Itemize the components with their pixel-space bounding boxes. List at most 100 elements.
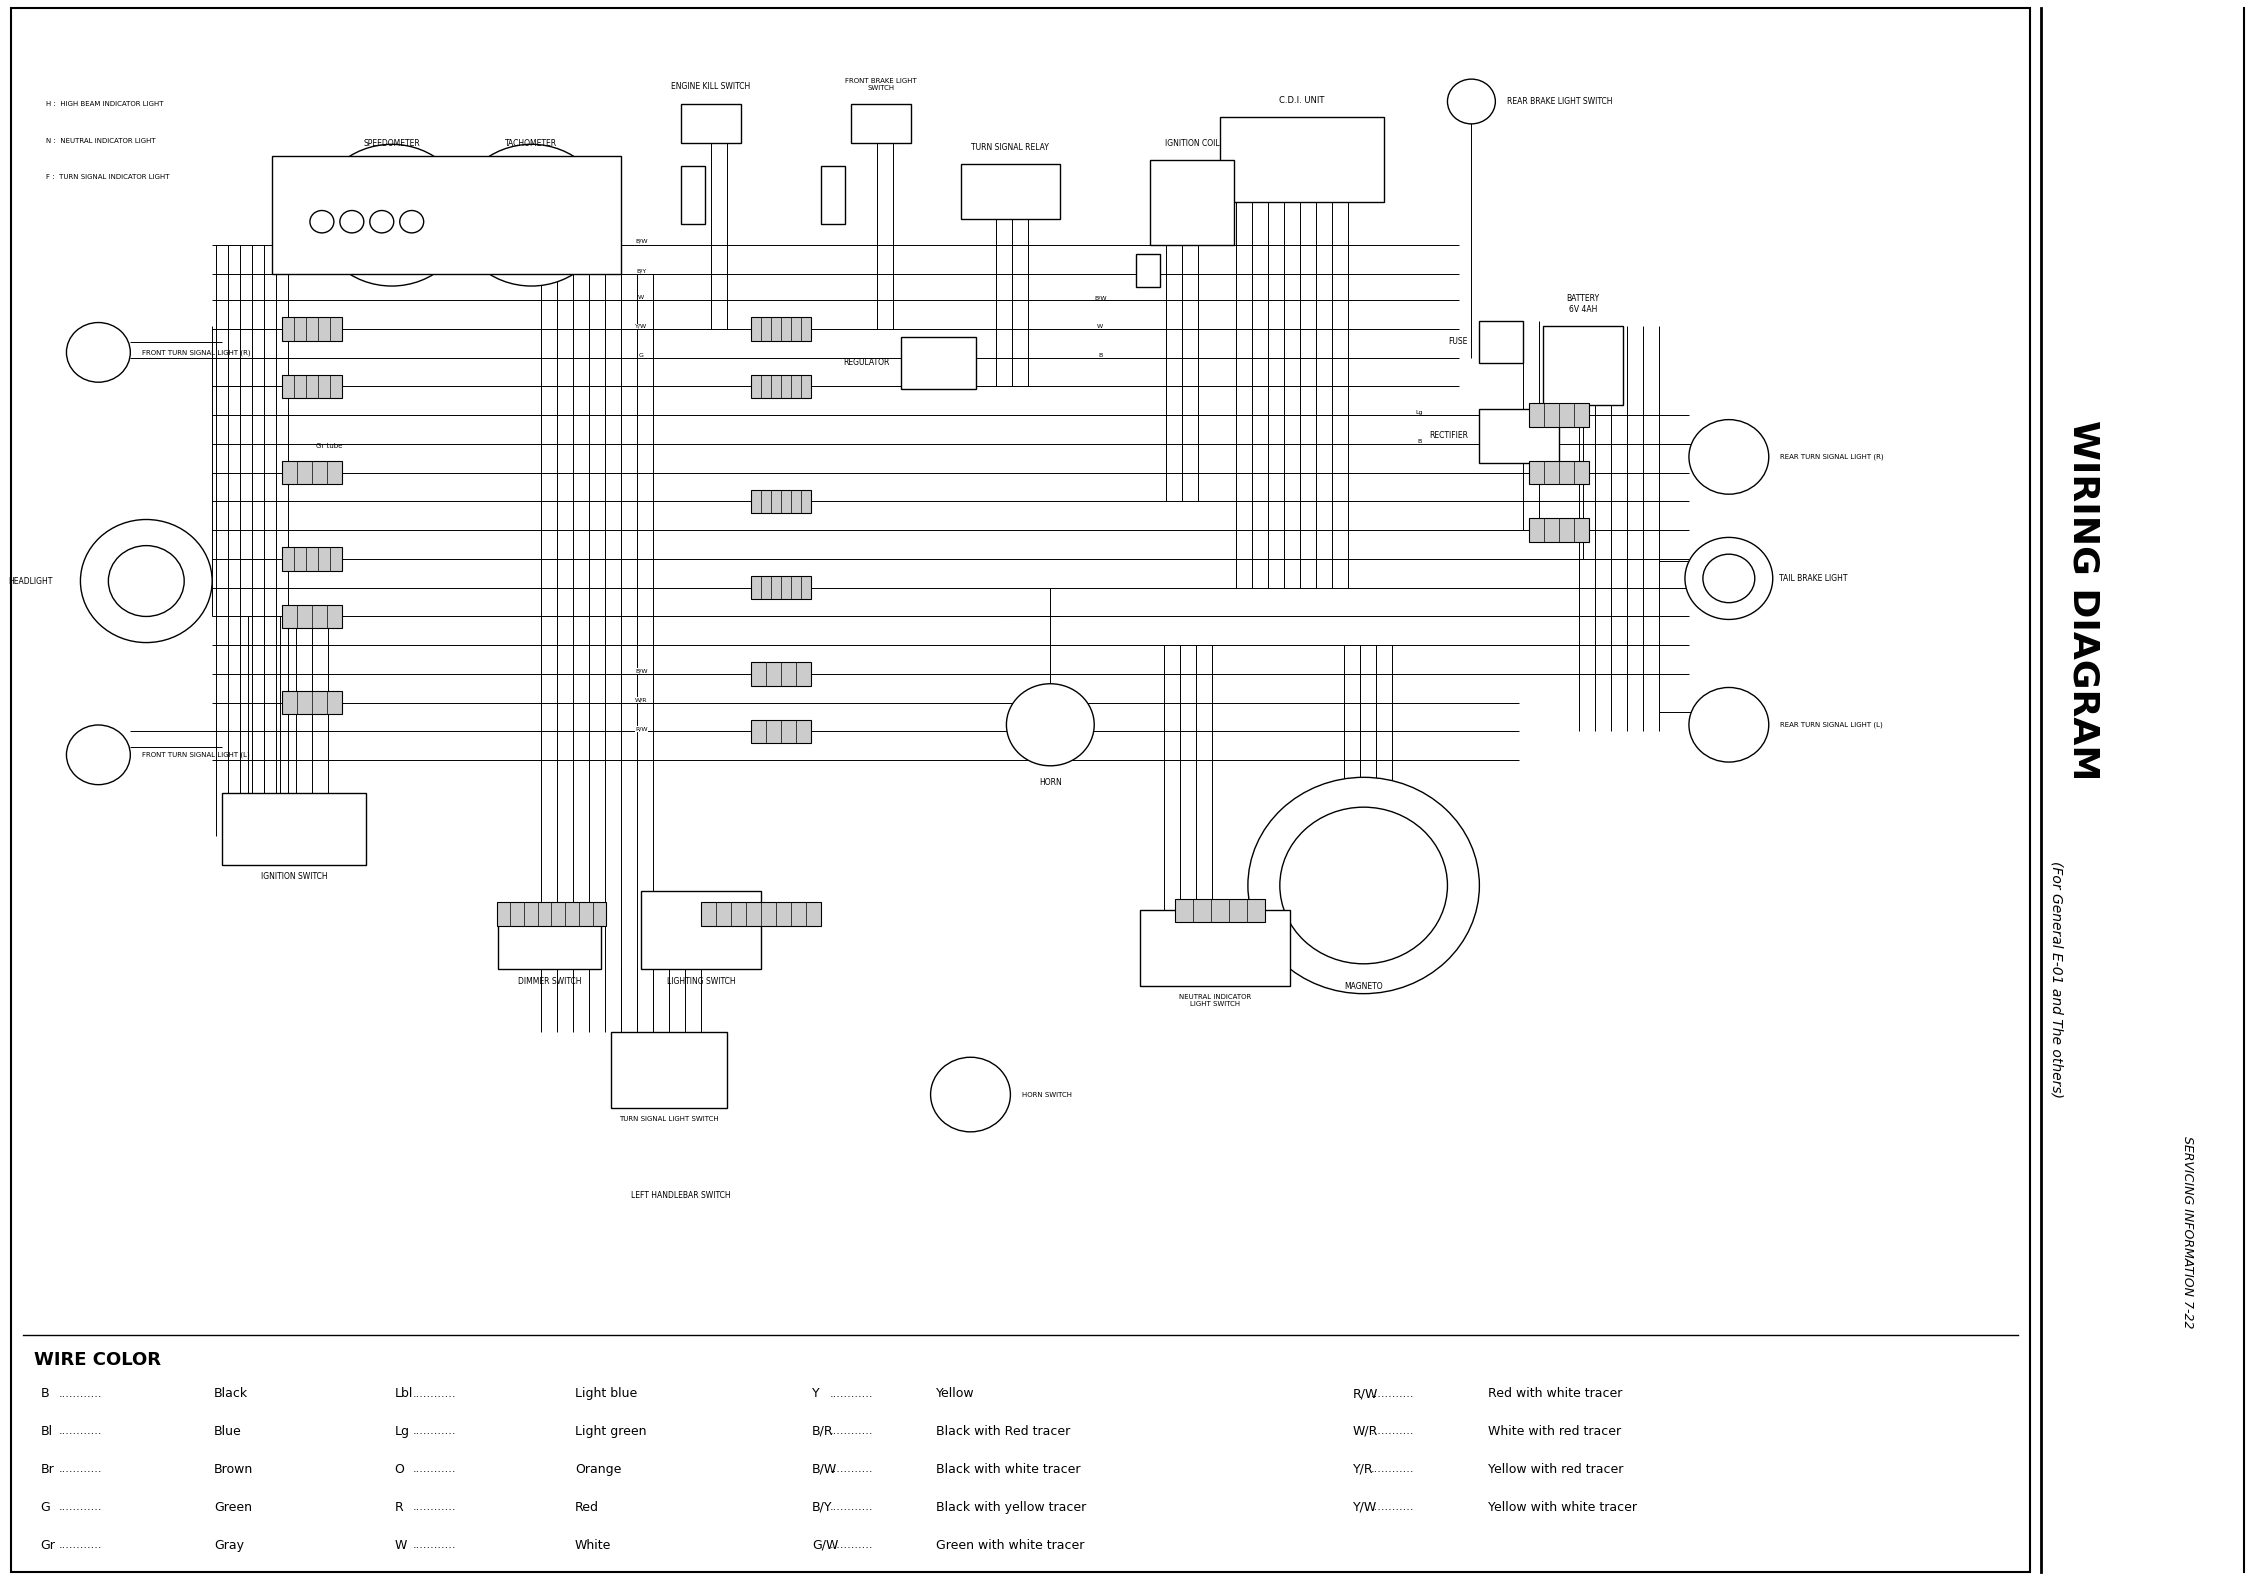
Bar xyxy=(1175,899,1265,923)
Text: ............: ............ xyxy=(830,1540,873,1550)
Text: WIRING DIAGRAM: WIRING DIAGRAM xyxy=(2066,420,2102,781)
Text: Black with white tracer: Black with white tracer xyxy=(936,1463,1080,1476)
Bar xyxy=(611,1032,726,1108)
Text: Green with white tracer: Green with white tracer xyxy=(936,1539,1085,1552)
Text: B/W: B/W xyxy=(1094,295,1107,300)
Text: ............: ............ xyxy=(59,1540,101,1550)
Text: FRONT TURN SIGNAL LIGHT (R): FRONT TURN SIGNAL LIGHT (R) xyxy=(142,349,250,356)
Text: N :  NEUTRAL INDICATOR LIGHT: N : NEUTRAL INDICATOR LIGHT xyxy=(47,137,156,144)
Text: Lg: Lg xyxy=(395,1425,410,1438)
Ellipse shape xyxy=(1703,555,1754,602)
Text: (For General E-01 and The others): (For General E-01 and The others) xyxy=(2050,861,2063,1098)
Ellipse shape xyxy=(108,545,185,616)
Bar xyxy=(961,164,1060,220)
Bar xyxy=(1479,321,1524,363)
Text: ............: ............ xyxy=(830,1427,873,1436)
Bar xyxy=(1150,160,1233,245)
Text: REGULATOR: REGULATOR xyxy=(843,359,888,367)
Text: ............: ............ xyxy=(830,1503,873,1512)
Ellipse shape xyxy=(65,322,131,382)
Bar xyxy=(701,902,821,926)
Text: G/W: G/W xyxy=(812,1539,839,1552)
Text: HORN SWITCH: HORN SWITCH xyxy=(1022,1092,1071,1098)
Text: RECTIFIER: RECTIFIER xyxy=(1430,431,1468,441)
Text: Green: Green xyxy=(214,1501,253,1514)
Text: LEFT HANDLEBAR SWITCH: LEFT HANDLEBAR SWITCH xyxy=(631,1191,731,1199)
Text: ............: ............ xyxy=(830,1465,873,1474)
Text: F :  TURN SIGNAL INDICATOR LIGHT: F : TURN SIGNAL INDICATOR LIGHT xyxy=(47,174,169,180)
Text: Orange: Orange xyxy=(575,1463,622,1476)
Bar xyxy=(282,605,343,629)
Ellipse shape xyxy=(1281,807,1448,964)
Text: ............: ............ xyxy=(413,1389,456,1398)
Text: G: G xyxy=(41,1501,50,1514)
Text: Lbl: Lbl xyxy=(395,1387,413,1400)
Text: ............: ............ xyxy=(413,1427,456,1436)
Text: ............: ............ xyxy=(59,1427,101,1436)
Text: ............: ............ xyxy=(413,1503,456,1512)
Bar xyxy=(751,490,812,514)
Ellipse shape xyxy=(1448,79,1495,123)
Bar xyxy=(1529,518,1590,542)
Ellipse shape xyxy=(456,144,607,286)
Text: Y/W: Y/W xyxy=(636,324,647,329)
Text: FRONT TURN SIGNAL LIGHT (L): FRONT TURN SIGNAL LIGHT (L) xyxy=(142,752,250,758)
Text: B: B xyxy=(41,1387,50,1400)
Text: Gray: Gray xyxy=(214,1539,244,1552)
Text: B/W: B/W xyxy=(636,668,647,673)
Text: NEUTRAL INDICATOR
LIGHT SWITCH: NEUTRAL INDICATOR LIGHT SWITCH xyxy=(1179,994,1252,1006)
Text: W: W xyxy=(638,295,645,300)
Text: BATTERY
6V 4AH: BATTERY 6V 4AH xyxy=(1567,294,1599,313)
Text: Y: Y xyxy=(812,1387,819,1400)
Text: W: W xyxy=(1098,324,1103,329)
Text: H :  HIGH BEAM INDICATOR LIGHT: H : HIGH BEAM INDICATOR LIGHT xyxy=(47,101,165,107)
Text: Y/W: Y/W xyxy=(1353,1501,1378,1514)
Text: REAR BRAKE LIGHT SWITCH: REAR BRAKE LIGHT SWITCH xyxy=(1506,96,1612,106)
Bar xyxy=(751,374,812,398)
Text: Light green: Light green xyxy=(575,1425,647,1438)
Bar xyxy=(681,104,742,144)
Text: LIGHTING SWITCH: LIGHTING SWITCH xyxy=(667,976,735,986)
Bar xyxy=(282,461,343,485)
Bar xyxy=(900,337,976,389)
Bar xyxy=(751,318,812,341)
Bar xyxy=(282,547,343,570)
Text: ............: ............ xyxy=(59,1503,101,1512)
Text: SPEEDOMETER: SPEEDOMETER xyxy=(363,139,419,149)
Text: W: W xyxy=(395,1539,406,1552)
Text: ............: ............ xyxy=(1371,1465,1414,1474)
Bar xyxy=(1542,325,1624,404)
Text: White with red tracer: White with red tracer xyxy=(1488,1425,1621,1438)
Text: B/W: B/W xyxy=(812,1463,837,1476)
Text: WIRE COLOR: WIRE COLOR xyxy=(34,1351,160,1368)
Ellipse shape xyxy=(931,1057,1010,1131)
Text: W/R: W/R xyxy=(636,697,647,703)
Bar xyxy=(751,575,812,599)
Text: B/Y: B/Y xyxy=(812,1501,832,1514)
Text: ............: ............ xyxy=(830,1389,873,1398)
Text: Br: Br xyxy=(41,1463,54,1476)
Ellipse shape xyxy=(399,210,424,232)
Bar xyxy=(821,166,846,224)
Ellipse shape xyxy=(341,210,363,232)
Text: TACHOMETER: TACHOMETER xyxy=(505,139,557,149)
Bar xyxy=(1141,910,1290,986)
Text: G: G xyxy=(638,352,643,357)
Text: TAIL BRAKE LIGHT: TAIL BRAKE LIGHT xyxy=(1779,574,1847,583)
Ellipse shape xyxy=(309,210,334,232)
Bar xyxy=(496,902,607,926)
Bar xyxy=(751,719,812,743)
Text: ............: ............ xyxy=(59,1465,101,1474)
Text: Gr: Gr xyxy=(41,1539,56,1552)
Text: C.D.I. UNIT: C.D.I. UNIT xyxy=(1279,95,1324,104)
Text: ............: ............ xyxy=(1371,1503,1414,1512)
Text: MAGNETO: MAGNETO xyxy=(1344,981,1382,991)
Text: ............: ............ xyxy=(413,1540,456,1550)
Bar xyxy=(850,104,911,144)
Ellipse shape xyxy=(1684,537,1772,619)
Ellipse shape xyxy=(65,725,131,785)
Ellipse shape xyxy=(1689,420,1768,495)
Text: B/Y: B/Y xyxy=(636,269,647,273)
Ellipse shape xyxy=(1689,687,1768,762)
Bar xyxy=(640,891,760,969)
